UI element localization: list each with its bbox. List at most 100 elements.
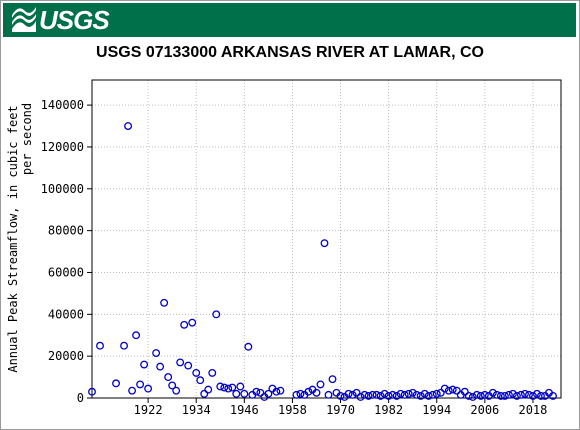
data-point <box>360 390 369 399</box>
data-point <box>376 391 385 400</box>
data-point <box>488 388 497 397</box>
y-tick-label: 120000 <box>41 140 84 154</box>
usgs-logo-icon <box>12 7 36 32</box>
data-point <box>256 388 265 397</box>
data-point <box>136 380 145 389</box>
y-tick-label: 80000 <box>48 224 84 238</box>
x-axis: 1922 1934 1946 1958 1970 1982 1994 2006 2018 <box>134 398 547 417</box>
data-point <box>520 389 529 398</box>
data-point <box>232 389 241 398</box>
y-axis-label-line2: per second <box>20 103 34 175</box>
data-point <box>180 320 189 329</box>
data-point <box>508 389 517 398</box>
data-point <box>496 391 505 400</box>
data-point <box>348 390 357 399</box>
data-point <box>204 385 213 394</box>
x-tick-label: 2006 <box>470 403 499 417</box>
data-point <box>464 391 473 400</box>
data-point <box>524 390 533 399</box>
y-tick-label: 20000 <box>48 349 84 363</box>
data-point <box>372 390 381 399</box>
data-point <box>416 391 425 400</box>
data-point <box>368 390 377 399</box>
data-point <box>504 390 513 399</box>
data-point <box>316 380 325 389</box>
data-point <box>164 373 173 382</box>
data-point <box>172 386 181 395</box>
data-point <box>212 310 221 319</box>
data-point <box>264 389 273 398</box>
data-point <box>324 390 333 399</box>
data-point <box>356 393 365 401</box>
data-point <box>152 349 161 357</box>
data-point <box>384 391 393 400</box>
data-point <box>549 391 557 400</box>
usgs-banner: USGS <box>3 3 576 37</box>
data-point <box>537 391 545 400</box>
data-point <box>532 389 541 398</box>
data-point <box>440 384 449 393</box>
data-point <box>160 298 169 307</box>
data-point <box>404 389 413 398</box>
data-point <box>516 390 525 399</box>
data-point <box>96 341 104 350</box>
data-point <box>328 375 337 384</box>
data-point <box>400 390 409 399</box>
data-point <box>312 388 321 397</box>
data-point <box>304 387 313 396</box>
x-tick-label: 1994 <box>422 403 451 417</box>
data-point <box>168 381 177 390</box>
data-point <box>344 389 353 398</box>
data-point <box>444 386 453 395</box>
data-point <box>124 122 133 130</box>
y-tick-label: 40000 <box>48 307 84 321</box>
data-point <box>140 360 149 369</box>
data-point <box>432 389 441 398</box>
y-tick-label: 0 <box>77 391 84 405</box>
data-point <box>424 391 433 400</box>
data-point <box>220 383 229 392</box>
data-point <box>128 386 137 395</box>
data-point <box>492 390 501 399</box>
data-point <box>448 385 457 394</box>
y-tick-label: 140000 <box>41 98 84 112</box>
data-point <box>352 388 361 397</box>
x-tick-label: 1946 <box>230 403 259 417</box>
data-point <box>196 376 205 385</box>
data-point <box>88 387 96 396</box>
data-point <box>472 390 481 399</box>
y-tick-label: 100000 <box>41 182 84 196</box>
data-point <box>184 361 193 370</box>
data-point <box>228 383 237 392</box>
x-tick-label: 1970 <box>326 403 355 417</box>
usgs-logo[interactable]: USGS <box>11 5 110 35</box>
data-point <box>476 391 485 400</box>
data-point <box>420 389 429 398</box>
y-tick-label: 60000 <box>48 265 84 279</box>
data-point <box>392 391 401 400</box>
data-point <box>296 389 305 398</box>
data-point <box>192 368 201 377</box>
data-point <box>428 390 437 399</box>
data-point <box>236 382 245 391</box>
y-axis-label: Annual Peak Streamflow, in cubic feet <box>6 105 20 372</box>
usgs-logo-text: USGS <box>39 5 110 35</box>
y-axis: 0 20000 40000 60000 80000 100000 120000 140000 <box>41 98 92 405</box>
data-point <box>252 387 261 396</box>
data-point <box>224 384 233 393</box>
data-point <box>336 391 345 400</box>
data-point <box>276 386 285 395</box>
data-point <box>452 386 461 395</box>
data-point <box>144 384 153 393</box>
data-point <box>408 388 417 397</box>
x-tick-label: 1982 <box>374 403 403 417</box>
x-tick-label: 1934 <box>182 403 211 417</box>
x-tick-label: 1958 <box>278 403 307 417</box>
data-point <box>500 391 509 400</box>
data-point <box>216 382 225 391</box>
data-point <box>208 368 217 377</box>
data-point <box>396 389 405 398</box>
chart-title: USGS 07133000 ARKANSAS RIVER AT LAMAR, C… <box>96 44 484 61</box>
